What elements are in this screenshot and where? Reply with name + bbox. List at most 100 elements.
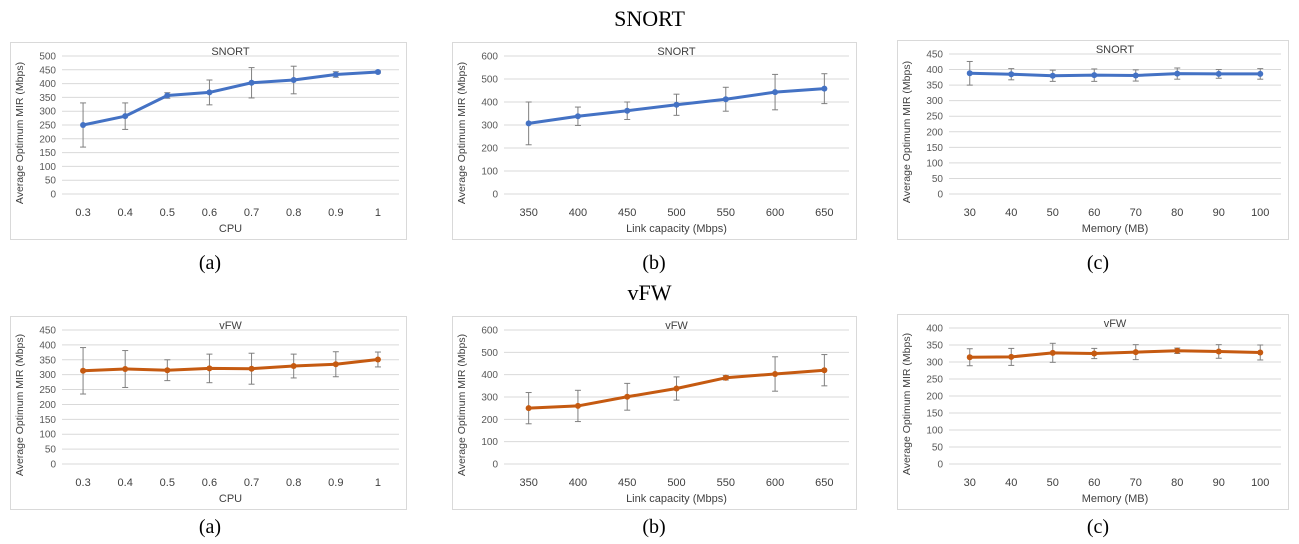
x-tick-label: 500 — [667, 477, 685, 489]
data-point — [80, 122, 87, 128]
data-point — [966, 70, 973, 77]
y-tick-label: 450 — [39, 326, 56, 337]
x-tick-label: 500 — [667, 207, 685, 219]
x-tick-label: 30 — [964, 207, 976, 219]
chart-svg: 0 50 100 150 200 250 300 350 400 450 Average Optim… — [10, 316, 407, 510]
x-tick-label: 0.4 — [118, 477, 133, 489]
chart-svg: 0 50 100 150 200 250 300 350 400 Average Optimum … — [897, 314, 1289, 510]
y-tick-label: 500 — [481, 75, 498, 86]
y-tick-label: 0 — [50, 190, 56, 201]
x-tick-label: 40 — [1005, 207, 1017, 219]
x-tick-label: 0.6 — [202, 477, 217, 489]
chart-title: vFW — [219, 320, 242, 332]
data-point — [821, 85, 828, 92]
data-point — [1257, 70, 1264, 77]
chart-title: vFW — [665, 320, 688, 332]
caption-vfw-a: (a) — [198, 516, 222, 538]
y-tick-label: 500 — [39, 52, 56, 63]
y-tick-label: 150 — [926, 143, 943, 154]
data-point — [624, 393, 631, 400]
x-tick-label: 0.6 — [202, 207, 217, 219]
x-tick-label: 650 — [815, 477, 833, 489]
y-axis-label: Average Optimum MIR (Mbps) — [456, 62, 468, 204]
chart-snort-memory: 0 50 100 150 200 250 300 350 400 450 Average Optim… — [897, 40, 1289, 240]
data-point — [525, 120, 532, 127]
x-tick-label: 100 — [1251, 477, 1269, 489]
y-tick-label: 0 — [492, 460, 498, 471]
chart-frame — [452, 42, 857, 240]
x-tick-label: 60 — [1088, 477, 1100, 489]
x-tick-label: 0.7 — [244, 207, 259, 219]
data-point — [574, 113, 581, 120]
data-point — [1008, 71, 1015, 78]
x-tick-label: 0.9 — [328, 477, 343, 489]
caption-snort-b: (b) — [642, 252, 666, 274]
chart-vfw-cpu: 0 50 100 150 200 250 300 350 400 450 Average Optim… — [10, 316, 407, 510]
x-tick-label: 70 — [1130, 207, 1142, 219]
snort-section-title: SNORT — [614, 6, 685, 31]
data-point — [122, 113, 129, 120]
x-tick-label: 550 — [717, 477, 735, 489]
y-tick-label: 400 — [39, 340, 56, 351]
caption-snort-a: (a) — [198, 252, 222, 274]
y-tick-label: 0 — [50, 460, 56, 471]
y-tick-label: 300 — [926, 96, 943, 107]
y-axis-label: Average Optimum MIR (Mbps) — [14, 62, 26, 204]
x-tick-label: 0.3 — [75, 477, 90, 489]
x-tick-label: 350 — [519, 207, 537, 219]
y-tick-label: 50 — [45, 176, 57, 187]
series-line — [82, 70, 379, 127]
chart-title: SNORT — [657, 46, 696, 58]
y-tick-label: 100 — [926, 158, 943, 169]
series-line — [969, 349, 1261, 359]
y-tick-label: 250 — [926, 375, 943, 386]
x-tick-label: 450 — [618, 477, 636, 489]
data-point — [1174, 347, 1181, 354]
y-tick-label: 150 — [39, 148, 56, 159]
y-axis-label: Average Optimum MIR (Mbps) — [901, 61, 913, 203]
x-tick-label: 1 — [375, 477, 381, 489]
data-point — [332, 361, 339, 368]
y-tick-label: 600 — [481, 326, 498, 337]
chart-snort-cpu: 0 50 100 150 200 250 300 350 400 450 500 Average Op… — [10, 42, 407, 240]
x-tick-label: 0.4 — [118, 207, 133, 219]
y-tick-label: 50 — [45, 445, 57, 456]
chart-title: SNORT — [1096, 44, 1135, 56]
caption-vfw-b: (b) — [642, 516, 666, 538]
y-tick-label: 250 — [926, 112, 943, 123]
x-tick-label: 400 — [569, 477, 587, 489]
y-tick-label: 200 — [926, 127, 943, 138]
data-point — [1174, 70, 1181, 77]
x-tick-label: 450 — [618, 207, 636, 219]
y-tick-label: 0 — [937, 190, 943, 201]
y-tick-label: 500 — [481, 348, 498, 359]
y-axis-label: Average Optimum MIR (Mbps) — [14, 334, 26, 476]
data-point — [1049, 72, 1056, 79]
data-point — [80, 367, 87, 374]
chart-frame — [10, 316, 407, 510]
y-tick-label: 150 — [926, 409, 943, 420]
data-point — [374, 356, 381, 363]
chart-svg: 0 100 200 300 400 500 600 Average Optimum MIR (… — [452, 42, 857, 240]
data-point — [1215, 70, 1222, 77]
data-point — [772, 89, 779, 96]
y-tick-label: 400 — [481, 370, 498, 381]
y-tick-label: 400 — [481, 98, 498, 109]
data-point — [164, 367, 171, 374]
data-point — [525, 405, 532, 412]
y-tick-label: 400 — [926, 324, 943, 335]
data-point — [290, 77, 297, 84]
y-tick-label: 300 — [481, 393, 498, 404]
y-tick-label: 100 — [39, 430, 56, 441]
data-point — [248, 365, 255, 372]
chart-vfw-memory: 0 50 100 150 200 250 300 350 400 Average Optimum … — [897, 314, 1289, 510]
y-tick-label: 200 — [926, 392, 943, 403]
chart-svg: 0 100 200 300 400 500 600 Average Optimum MIR (… — [452, 316, 857, 510]
y-tick-label: 450 — [39, 65, 56, 76]
x-axis-label: CPU — [219, 223, 242, 235]
data-point — [248, 79, 255, 86]
x-axis-label: CPU — [219, 493, 242, 505]
x-tick-label: 100 — [1251, 207, 1269, 219]
chart-vfw-link-capacity: 0 100 200 300 400 500 600 Average Optimum MIR (… — [452, 316, 857, 510]
x-tick-label: 40 — [1005, 477, 1017, 489]
